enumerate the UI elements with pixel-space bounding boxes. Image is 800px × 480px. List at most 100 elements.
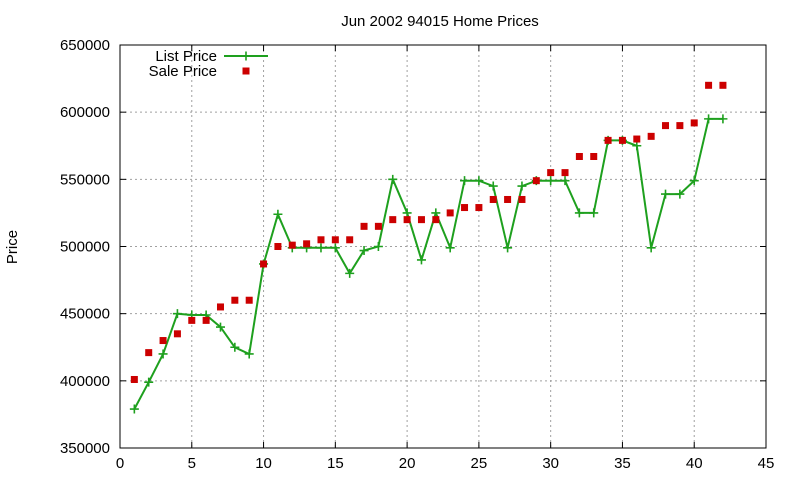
list-price-point <box>129 404 139 414</box>
list-price-point <box>402 208 412 218</box>
x-tick-label: 25 <box>471 455 488 472</box>
sale-price-point <box>604 136 612 144</box>
axis-ticks: 0 5 10 15 20 25 30 35 40 45 350000 400000 450000 5000… <box>60 37 774 472</box>
x-tick-label: 20 <box>399 455 416 472</box>
list-price-point <box>230 342 240 352</box>
list-price-point <box>445 243 455 253</box>
list-price-point <box>345 268 355 278</box>
sale-price-point <box>403 216 411 224</box>
x-tick-label: 45 <box>758 455 775 472</box>
sale-price-point <box>188 316 196 324</box>
x-tick-label: 35 <box>614 455 631 472</box>
sale-price-point <box>618 136 626 144</box>
list-price-point <box>215 322 225 332</box>
sale-price-point <box>662 122 670 130</box>
x-tick-label: 0 <box>116 455 124 472</box>
grid-lines <box>120 45 766 448</box>
sale-price-point <box>173 330 181 338</box>
list-price-point <box>158 349 168 359</box>
list-price-point <box>416 255 426 265</box>
list-price-point <box>661 189 671 199</box>
list-price-point <box>330 243 340 253</box>
sale-price-point <box>705 81 713 89</box>
list-price-point <box>517 181 527 191</box>
sale-price-point <box>690 119 698 127</box>
sale-price-point <box>417 216 425 224</box>
series-list-price <box>129 114 728 414</box>
sale-price-point <box>504 195 512 203</box>
sale-price-point <box>633 135 641 143</box>
y-tick-label: 350000 <box>60 440 110 457</box>
list-price-point <box>560 176 570 186</box>
x-tick-label: 40 <box>686 455 703 472</box>
sale-price-point <box>317 236 325 244</box>
list-price-point <box>359 246 369 256</box>
series-layer <box>129 81 728 414</box>
y-axis-label: Price <box>4 230 21 264</box>
sale-price-point <box>303 240 311 248</box>
list-price-point <box>388 174 398 184</box>
sale-price-point <box>360 222 368 230</box>
y-tick-label: 650000 <box>60 37 110 54</box>
sale-price-point <box>245 296 253 304</box>
sale-price-point <box>489 195 497 203</box>
sale-price-point <box>432 216 440 224</box>
sale-price-point <box>547 169 555 177</box>
legend-label-list-price: List Price <box>155 48 217 65</box>
list-price-point <box>689 176 699 186</box>
sale-price-point <box>130 375 138 383</box>
list-price-point <box>675 189 685 199</box>
sale-price-point <box>216 303 224 311</box>
sale-price-point <box>231 296 239 304</box>
list-price-point <box>244 349 254 359</box>
sale-price-point <box>446 209 454 217</box>
list-price-point <box>431 208 441 218</box>
sale-price-point <box>145 349 153 357</box>
sale-price-point <box>274 243 282 250</box>
y-tick-label: 550000 <box>60 171 110 188</box>
legend: List Price Sale Price <box>149 48 268 80</box>
list-price-point <box>574 208 584 218</box>
list-price-point <box>632 141 642 151</box>
sale-price-point <box>719 81 727 89</box>
sale-price-point <box>561 169 569 177</box>
legend-marker-list-price <box>241 51 251 61</box>
sale-price-point <box>346 236 354 244</box>
list-price-point <box>646 243 656 253</box>
list-price-point <box>546 176 556 186</box>
list-price-line <box>133 117 723 410</box>
sale-price-point <box>575 152 583 160</box>
sale-price-point <box>676 122 684 130</box>
sale-price-point <box>461 204 469 212</box>
y-tick-label: 400000 <box>60 373 110 390</box>
chart-title: Jun 2002 94015 Home Prices <box>341 13 539 30</box>
sale-price-point <box>590 152 598 160</box>
list-price-point <box>460 176 470 186</box>
x-tick-label: 10 <box>255 455 272 472</box>
sale-price-point <box>374 222 382 230</box>
sale-price-point <box>288 241 296 249</box>
y-tick-label: 450000 <box>60 306 110 323</box>
sale-price-point <box>475 204 483 212</box>
list-price-point <box>503 243 513 253</box>
legend-marker-sale-price <box>242 67 250 75</box>
list-price-point <box>144 377 154 387</box>
list-price-point <box>589 208 599 218</box>
sale-price-point <box>159 337 167 345</box>
sale-price-point <box>532 177 540 185</box>
list-price-point <box>488 181 498 191</box>
list-price-point <box>273 209 283 219</box>
sale-price-point <box>389 216 397 224</box>
legend-label-sale-price: Sale Price <box>149 63 217 80</box>
list-price-point <box>474 176 484 186</box>
series-sale-price <box>130 81 727 383</box>
y-tick-label: 500000 <box>60 239 110 256</box>
x-tick-label: 30 <box>542 455 559 472</box>
sale-price-point <box>331 236 339 244</box>
list-price-point <box>373 242 383 251</box>
sale-price-point <box>647 132 655 140</box>
list-price-point <box>316 243 326 253</box>
list-price-point <box>172 309 182 319</box>
list-price-point <box>704 114 714 124</box>
sale-price-point <box>260 260 268 268</box>
